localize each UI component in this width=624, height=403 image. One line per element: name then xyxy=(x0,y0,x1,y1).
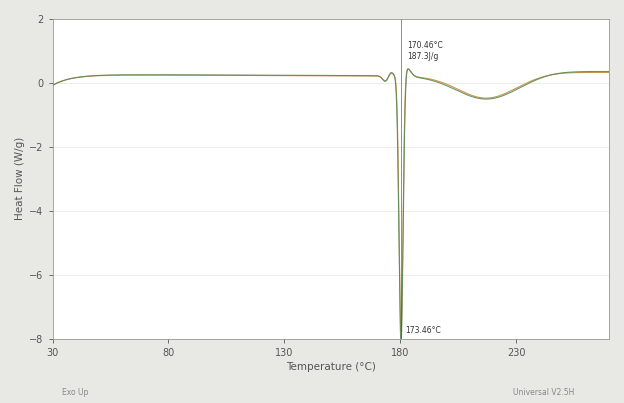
X-axis label: Temperature (°C): Temperature (°C) xyxy=(286,362,376,372)
Text: Exo Up: Exo Up xyxy=(62,388,89,397)
Text: 170.46°C
187.3J/g: 170.46°C 187.3J/g xyxy=(407,42,443,61)
Y-axis label: Heat Flow (W/g): Heat Flow (W/g) xyxy=(15,137,25,220)
Text: 173.46°C: 173.46°C xyxy=(405,326,441,335)
Text: Universal V2.5H: Universal V2.5H xyxy=(513,388,574,397)
